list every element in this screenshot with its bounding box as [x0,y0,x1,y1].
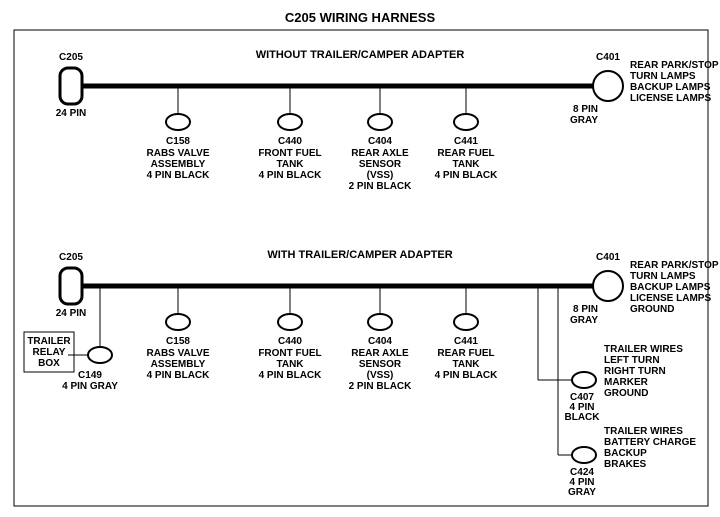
svg-text:GROUND: GROUND [630,304,674,315]
section-heading: WITHOUT TRAILER/CAMPER ADAPTER [256,49,465,61]
connector-oval [454,114,478,130]
connector-id: C441 [454,136,478,147]
svg-text:GRAY: GRAY [570,115,598,126]
svg-text:LICENSE LAMPS: LICENSE LAMPS [630,93,711,104]
connector-oval [368,114,392,130]
svg-text:TRAILER WIRES: TRAILER WIRES [604,426,683,437]
svg-text:REAR AXLE: REAR AXLE [351,148,409,159]
svg-text:4 PIN BLACK: 4 PIN BLACK [435,370,499,381]
svg-text:TRAILER WIRES: TRAILER WIRES [604,344,683,355]
svg-text:ASSEMBLY: ASSEMBLY [151,359,206,370]
svg-text:REAR PARK/STOP: REAR PARK/STOP [630,60,719,71]
connector-id: C404 [368,336,392,347]
svg-text:C205: C205 [59,252,83,263]
svg-text:TANK: TANK [276,159,304,170]
svg-text:2 PIN BLACK: 2 PIN BLACK [349,381,413,392]
svg-text:SENSOR: SENSOR [359,159,402,170]
svg-text:BRAKES: BRAKES [604,459,647,470]
svg-text:REAR PARK/STOP: REAR PARK/STOP [630,260,719,271]
svg-text:C401: C401 [596,52,620,63]
svg-text:BATTERY CHARGE: BATTERY CHARGE [604,437,696,448]
svg-text:GRAY: GRAY [570,315,598,326]
svg-text:C205: C205 [59,52,83,63]
svg-text:REAR FUEL: REAR FUEL [437,148,494,159]
connector-c149 [88,347,112,363]
svg-text:8 PIN: 8 PIN [573,304,598,315]
svg-text:TANK: TANK [452,359,480,370]
svg-text:RABS VALVE: RABS VALVE [147,148,210,159]
svg-text:TANK: TANK [452,159,480,170]
svg-text:8 PIN: 8 PIN [573,104,598,115]
svg-text:BACKUP LAMPS: BACKUP LAMPS [630,82,711,93]
svg-text:TURN LAMPS: TURN LAMPS [630,271,696,282]
connector-id: C158 [166,136,190,147]
svg-text:TRAILER: TRAILER [27,336,71,347]
svg-text:GRAY: GRAY [568,487,596,498]
svg-text:GROUND: GROUND [604,388,648,399]
svg-text:4 PIN BLACK: 4 PIN BLACK [259,370,323,381]
connector-oval [278,114,302,130]
svg-text:ASSEMBLY: ASSEMBLY [151,159,206,170]
svg-text:FRONT FUEL: FRONT FUEL [258,148,321,159]
connector-id: C158 [166,336,190,347]
svg-text:(VSS): (VSS) [367,370,394,381]
svg-text:2 PIN BLACK: 2 PIN BLACK [349,181,413,192]
svg-text:4 PIN BLACK: 4 PIN BLACK [435,170,499,181]
svg-text:MARKER: MARKER [604,377,649,388]
svg-text:C401: C401 [596,252,620,263]
svg-text:REAR AXLE: REAR AXLE [351,348,409,359]
svg-text:FRONT FUEL: FRONT FUEL [258,348,321,359]
connector-c401 [593,71,623,101]
connector-id: C441 [454,336,478,347]
svg-text:TURN LAMPS: TURN LAMPS [630,71,696,82]
connector-c401 [593,271,623,301]
svg-text:24 PIN: 24 PIN [56,108,87,119]
connector-id: C404 [368,136,392,147]
section-heading: WITH TRAILER/CAMPER ADAPTER [267,249,452,261]
svg-text:(VSS): (VSS) [367,170,394,181]
connector-oval [368,314,392,330]
connector-id: C440 [278,336,302,347]
svg-text:4 PIN BLACK: 4 PIN BLACK [259,170,323,181]
connector-c205 [60,68,82,104]
svg-text:4 PIN GRAY: 4 PIN GRAY [62,381,118,392]
svg-text:RELAY: RELAY [33,347,66,358]
svg-text:REAR FUEL: REAR FUEL [437,348,494,359]
branch-connector [572,447,596,463]
svg-text:4 PIN BLACK: 4 PIN BLACK [147,170,211,181]
svg-text:BLACK: BLACK [565,412,601,423]
diagram-title: C205 WIRING HARNESS [285,10,436,25]
svg-text:RIGHT TURN: RIGHT TURN [604,366,666,377]
branch-connector [572,372,596,388]
svg-text:TANK: TANK [276,359,304,370]
svg-text:SENSOR: SENSOR [359,359,402,370]
svg-text:LEFT TURN: LEFT TURN [604,355,660,366]
connector-oval [454,314,478,330]
connector-oval [166,114,190,130]
connector-c205 [60,268,82,304]
connector-oval [166,314,190,330]
svg-text:BACKUP: BACKUP [604,448,647,459]
connector-oval [278,314,302,330]
svg-text:C149: C149 [78,370,102,381]
svg-text:BOX: BOX [38,358,60,369]
svg-text:4 PIN BLACK: 4 PIN BLACK [147,370,211,381]
svg-text:24 PIN: 24 PIN [56,308,87,319]
connector-id: C440 [278,136,302,147]
svg-text:RABS VALVE: RABS VALVE [147,348,210,359]
svg-text:LICENSE LAMPS: LICENSE LAMPS [630,293,711,304]
svg-text:BACKUP LAMPS: BACKUP LAMPS [630,282,711,293]
wiring-diagram: C205 WIRING HARNESS WITHOUT TRAILER/CAMPE… [0,0,720,517]
